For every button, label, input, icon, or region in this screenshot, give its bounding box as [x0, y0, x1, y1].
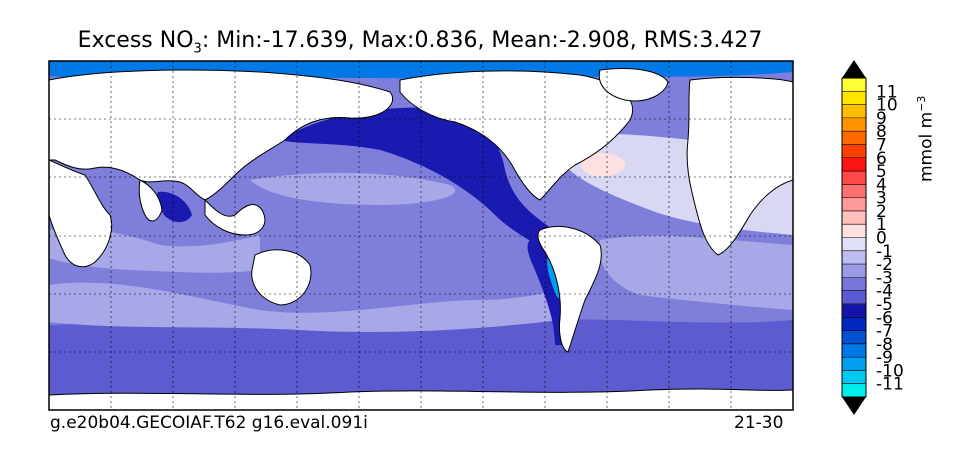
arabian-dark	[156, 191, 192, 223]
map-panel	[49, 61, 793, 410]
map-title: Excess NO3: Min:-17.639, Max:0.836, Mean…	[77, 28, 763, 57]
land-australia	[251, 249, 312, 306]
colorbar-swatch	[842, 250, 866, 265]
colorbar-swatch	[842, 104, 866, 119]
colorbar-tick-label: -8	[876, 335, 893, 355]
colorbar-max-arrow	[842, 60, 866, 78]
colorbar-swatch	[842, 343, 866, 358]
land-eurasia	[49, 69, 393, 201]
land-europe-africa-east	[686, 76, 793, 256]
colorbar-tick-label: -3	[876, 268, 893, 288]
colorbar-swatch	[842, 317, 866, 332]
land-north-america	[399, 70, 633, 201]
map-frame	[48, 60, 794, 411]
colorbar-swatch	[842, 197, 866, 212]
colorbar-swatch	[842, 224, 866, 238]
colorbar-tick-label: -10	[876, 361, 904, 381]
colorbar-tick-label: 7	[876, 135, 887, 155]
colorbar-tick-label: 8	[876, 122, 887, 142]
colorbar-swatch	[842, 383, 866, 398]
colorbar-tick-label: 2	[876, 202, 887, 222]
footer-years: 21-30	[734, 413, 784, 433]
colorbar-tick-label: 0	[876, 229, 887, 249]
colorbar-min-arrow	[842, 397, 866, 415]
colorbar-swatch	[842, 303, 866, 318]
colorbar-swatch	[842, 290, 866, 305]
south-atlantic-light	[599, 235, 793, 310]
colorbar-tick-label: 6	[876, 149, 887, 169]
north-pacific-light	[250, 172, 456, 205]
colorbar-tick-label: 10	[876, 96, 898, 116]
colorbar-unit-label: mmol m−3	[915, 95, 937, 182]
colorbar-swatch	[842, 237, 866, 252]
colorbar-swatch	[842, 131, 866, 145]
colorbar-tick-label: 1	[876, 215, 887, 235]
colorbar-tick-label: 4	[876, 175, 887, 195]
colorbar-swatch	[842, 171, 866, 185]
colorbar-swatch	[842, 370, 866, 385]
colorbar-swatch	[842, 184, 866, 199]
land-antarctica	[49, 388, 793, 410]
colorbar-tick-label: -7	[876, 322, 893, 342]
south-pacific-light	[49, 282, 560, 332]
colorbar-swatch	[842, 78, 866, 92]
colorbar-tick-label: -11	[876, 375, 904, 395]
colorbar-tick-label: 11	[876, 82, 898, 102]
land-greenland	[598, 68, 669, 102]
colorbar-swatch	[842, 91, 866, 106]
colorbar-swatch	[842, 117, 866, 132]
colorbar-tick-label: -1	[876, 242, 893, 262]
footer-run-id: g.e20b04.GECOIAF.T62 g16.eval.091i	[50, 413, 368, 433]
colorbar-tick-label: -4	[876, 282, 893, 302]
colorbar-tick-label: -9	[876, 348, 893, 368]
pink-patch	[580, 153, 626, 177]
colorbar-swatch	[842, 357, 866, 371]
land-india	[138, 179, 163, 222]
colorbar-swatch	[842, 210, 866, 225]
colorbar-tick-label: -5	[876, 295, 893, 315]
colorbar-tick-label: 9	[876, 109, 887, 129]
colorbar-tick-label: -2	[876, 255, 893, 275]
colorbar-swatch	[842, 144, 866, 159]
colorbar-tick-label: 3	[876, 189, 887, 209]
colorbar-swatch	[842, 277, 866, 292]
colorbar-swatch	[842, 330, 866, 345]
colorbar-swatch	[842, 264, 866, 278]
colorbar-tick-label: -6	[876, 308, 893, 328]
graticule	[49, 61, 793, 410]
colorbar-tick-label: 5	[876, 162, 887, 182]
land-africa	[49, 159, 113, 268]
colorbar-swatch	[842, 157, 866, 172]
